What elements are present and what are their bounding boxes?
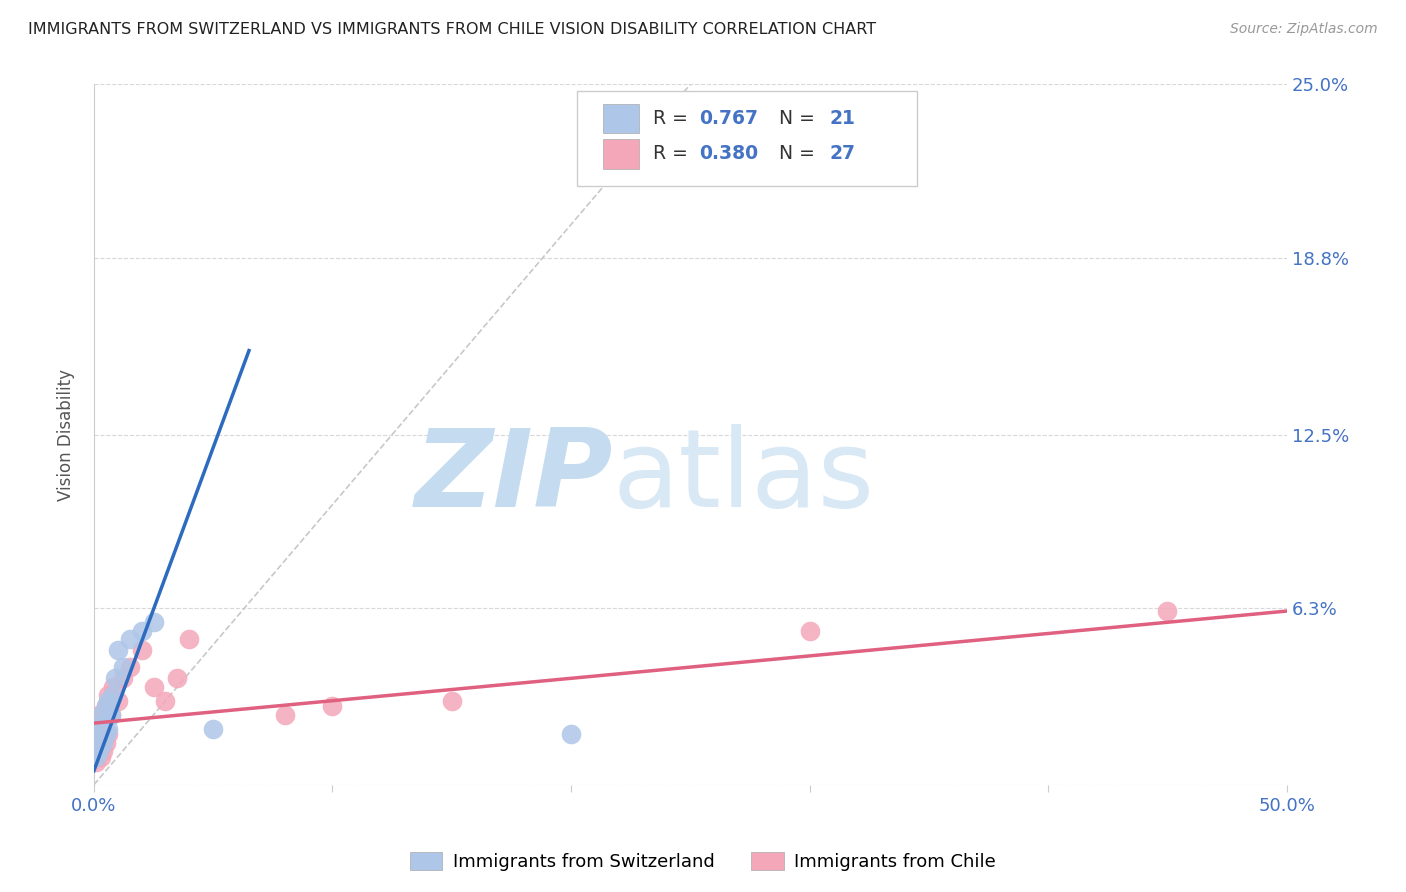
- Text: IMMIGRANTS FROM SWITZERLAND VS IMMIGRANTS FROM CHILE VISION DISABILITY CORRELATI: IMMIGRANTS FROM SWITZERLAND VS IMMIGRANT…: [28, 22, 876, 37]
- Point: [202, 722, 225, 736]
- Point: [94, 727, 117, 741]
- Point: [97, 694, 120, 708]
- Point: [93, 716, 115, 731]
- Point: [93, 716, 115, 731]
- Point: [93, 736, 115, 750]
- Point: [86, 756, 108, 770]
- Point: [560, 727, 582, 741]
- Point: [97, 722, 120, 736]
- Point: [90, 707, 112, 722]
- Point: [142, 615, 165, 630]
- Point: [86, 749, 108, 764]
- Point: [274, 707, 297, 722]
- Point: [155, 694, 177, 708]
- Point: [111, 671, 134, 685]
- Point: [87, 707, 110, 722]
- Point: [90, 722, 112, 736]
- Point: [131, 643, 153, 657]
- Point: [179, 632, 201, 646]
- Point: [86, 736, 108, 750]
- Text: Source: ZipAtlas.com: Source: ZipAtlas.com: [1230, 22, 1378, 37]
- Point: [101, 680, 124, 694]
- Point: [118, 632, 141, 646]
- Point: [166, 671, 188, 685]
- Point: [97, 727, 120, 741]
- Point: [118, 660, 141, 674]
- Point: [87, 727, 110, 741]
- Text: 0.380: 0.380: [699, 145, 758, 163]
- Point: [93, 744, 115, 758]
- Point: [440, 694, 463, 708]
- Point: [104, 671, 127, 685]
- Text: ZIP: ZIP: [415, 424, 613, 530]
- Point: [87, 727, 110, 741]
- Point: [142, 680, 165, 694]
- Point: [1156, 604, 1178, 618]
- Point: [321, 699, 343, 714]
- Text: R =: R =: [654, 109, 695, 128]
- Point: [94, 736, 117, 750]
- Point: [87, 744, 110, 758]
- Text: 0.767: 0.767: [699, 109, 758, 128]
- FancyBboxPatch shape: [576, 92, 917, 186]
- Point: [97, 688, 120, 702]
- Point: [107, 694, 129, 708]
- Point: [111, 660, 134, 674]
- Point: [90, 722, 112, 736]
- FancyBboxPatch shape: [603, 103, 640, 133]
- Text: 27: 27: [830, 145, 856, 163]
- Point: [100, 707, 122, 722]
- Point: [94, 699, 117, 714]
- Text: atlas: atlas: [613, 424, 875, 530]
- Text: R =: R =: [654, 145, 695, 163]
- Text: N =: N =: [766, 109, 821, 128]
- Y-axis label: Vision Disability: Vision Disability: [58, 368, 75, 500]
- Point: [131, 624, 153, 638]
- Legend: Immigrants from Switzerland, Immigrants from Chile: Immigrants from Switzerland, Immigrants …: [402, 845, 1004, 879]
- Point: [100, 707, 122, 722]
- Text: N =: N =: [766, 145, 821, 163]
- Point: [90, 749, 112, 764]
- FancyBboxPatch shape: [603, 139, 640, 169]
- Text: 21: 21: [830, 109, 856, 128]
- Point: [101, 688, 124, 702]
- Point: [94, 699, 117, 714]
- Point: [799, 624, 821, 638]
- Point: [107, 643, 129, 657]
